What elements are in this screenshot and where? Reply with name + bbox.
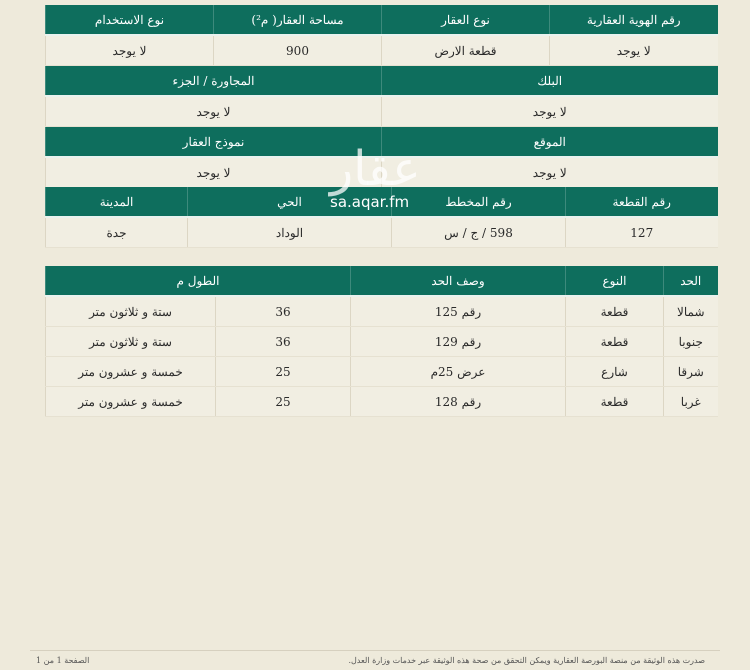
header-cell: الطول م [45, 266, 351, 297]
value-row: لا يوجد لا يوجد [45, 157, 718, 188]
boundary-type-cell: شارع [565, 356, 664, 387]
boundary-row: شمالا قطعة رقم 125 36 ستة و ثلاثون متر [45, 296, 718, 327]
boundary-len-words-cell: ستة و ثلاثون متر [45, 296, 216, 327]
header-cell: نموذج العقار [45, 126, 382, 158]
header-cell: مساحة العقار( م²) [213, 5, 382, 36]
boundary-len-cell: 36 [215, 326, 351, 357]
header-cell: الحد [663, 266, 718, 297]
boundaries-table: الحد النوع وصف الحد الطول م شمالا قطعة رقم… [45, 266, 718, 417]
header-row: الحد النوع وصف الحد الطول م [45, 266, 718, 297]
value-cell: 900 [213, 35, 382, 66]
footer-note: صدرت هذه الوثيقة من منصة البورصة العقاري… [348, 656, 705, 665]
header-cell: وصف الحد [350, 266, 566, 297]
value-cell: قطعة الارض [381, 35, 550, 66]
plot-info-table: رقم القطعة رقم المخطط الحي المدينة 127 5… [45, 187, 718, 248]
boundary-side-cell: غربا [663, 386, 718, 417]
boundary-len-words-cell: ستة و ثلاثون متر [45, 326, 216, 357]
header-row: الموقع نموذج العقار [45, 126, 718, 158]
boundary-type-cell: قطعة [565, 326, 664, 357]
value-cell: لا يوجد [45, 157, 382, 188]
boundary-type-cell: قطعة [565, 296, 664, 327]
property-info-table: رقم الهوية العقارية نوع العقار مساحة الع… [45, 5, 718, 188]
value-cell: لا يوجد [381, 96, 718, 127]
value-row: لا يوجد لا يوجد [45, 96, 718, 127]
boundary-row: شرقا شارع عرض 25م 25 خمسة و عشرون متر [45, 356, 718, 387]
boundary-desc-cell: رقم 125 [350, 296, 566, 327]
watermark-logo: عقار [330, 141, 421, 197]
header-cell: نوع الاستخدام [45, 5, 214, 36]
header-cell: الحي [187, 187, 392, 218]
value-cell: جدة [45, 217, 188, 248]
value-cell: 598 / ج / س [391, 217, 566, 248]
header-cell: رقم المخطط [391, 187, 566, 218]
boundary-len-cell: 36 [215, 296, 351, 327]
boundary-side-cell: شمالا [663, 296, 718, 327]
watermark: عقار sa.aqar.fm [330, 145, 421, 211]
page-number: الصفحة 1 من 1 [36, 656, 90, 665]
boundary-row: غربا قطعة رقم 128 25 خمسة و عشرون متر [45, 386, 718, 417]
value-row: 127 598 / ج / س الوداد جدة [45, 217, 718, 248]
header-row: رقم القطعة رقم المخطط الحي المدينة [45, 187, 718, 218]
value-cell: لا يوجد [45, 35, 214, 66]
boundary-desc-cell: رقم 129 [350, 326, 566, 357]
value-cell: الوداد [187, 217, 392, 248]
boundary-len-cell: 25 [215, 386, 351, 417]
header-cell: البلك [381, 65, 718, 97]
boundary-row: جنوبا قطعة رقم 129 36 ستة و ثلاثون متر [45, 326, 718, 357]
boundary-side-cell: جنوبا [663, 326, 718, 357]
footer-divider [30, 650, 720, 651]
header-row: البلك المجاورة / الجزء [45, 65, 718, 97]
value-cell: لا يوجد [381, 157, 718, 188]
boundary-desc-cell: رقم 128 [350, 386, 566, 417]
boundary-len-words-cell: خمسة و عشرون متر [45, 356, 216, 387]
header-row: رقم الهوية العقارية نوع العقار مساحة الع… [45, 5, 718, 36]
header-cell: النوع [565, 266, 664, 297]
header-cell: نوع العقار [381, 5, 550, 36]
boundary-len-cell: 25 [215, 356, 351, 387]
value-cell: لا يوجد [45, 96, 382, 127]
header-cell: الموقع [381, 126, 718, 158]
header-cell: رقم القطعة [565, 187, 718, 218]
header-cell: المجاورة / الجزء [45, 65, 382, 97]
boundary-len-words-cell: خمسة و عشرون متر [45, 386, 216, 417]
value-row: لا يوجد قطعة الارض 900 لا يوجد [45, 35, 718, 66]
boundary-side-cell: شرقا [663, 356, 718, 387]
value-cell: 127 [565, 217, 718, 248]
value-cell: لا يوجد [549, 35, 718, 66]
watermark-url: sa.aqar.fm [330, 193, 410, 211]
header-cell: رقم الهوية العقارية [549, 5, 718, 36]
boundary-desc-cell: عرض 25م [350, 356, 566, 387]
header-cell: المدينة [45, 187, 188, 218]
boundary-type-cell: قطعة [565, 386, 664, 417]
